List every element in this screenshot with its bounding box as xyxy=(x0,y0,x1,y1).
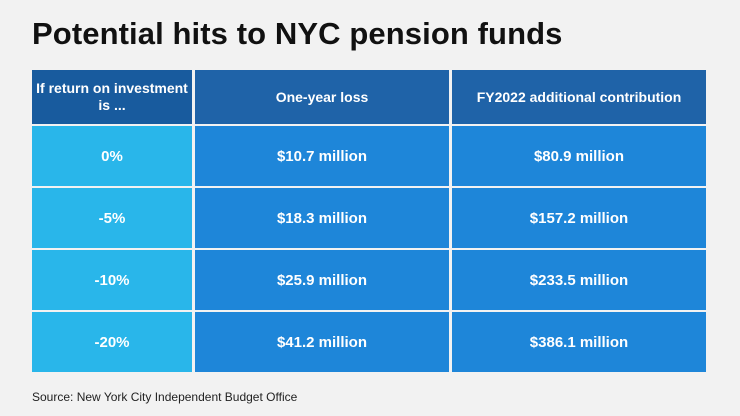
table-cell-one-year-loss: $10.7 million xyxy=(195,126,449,186)
source-note: Source: New York City Independent Budget… xyxy=(32,390,298,404)
table-cell-one-year-loss: $25.9 million xyxy=(195,250,449,310)
table-cell-rate: -20% xyxy=(32,312,192,372)
table-cell-fy2022-contribution: $157.2 million xyxy=(452,188,706,248)
table-cell-fy2022-contribution: $233.5 million xyxy=(452,250,706,310)
table-cell-rate: -10% xyxy=(32,250,192,310)
data-table: If return on investment is ... One-year … xyxy=(32,70,706,372)
column-header-one-year-loss: One-year loss xyxy=(195,70,449,124)
table-cell-one-year-loss: $41.2 million xyxy=(195,312,449,372)
table-cell-fy2022-contribution: $386.1 million xyxy=(452,312,706,372)
table-cell-one-year-loss: $18.3 million xyxy=(195,188,449,248)
column-header-return: If return on investment is ... xyxy=(32,70,192,124)
column-header-fy2022-contribution: FY2022 additional contribution xyxy=(452,70,706,124)
page-title: Potential hits to NYC pension funds xyxy=(32,16,563,51)
table-cell-fy2022-contribution: $80.9 million xyxy=(452,126,706,186)
table-cell-rate: 0% xyxy=(32,126,192,186)
table-cell-rate: -5% xyxy=(32,188,192,248)
